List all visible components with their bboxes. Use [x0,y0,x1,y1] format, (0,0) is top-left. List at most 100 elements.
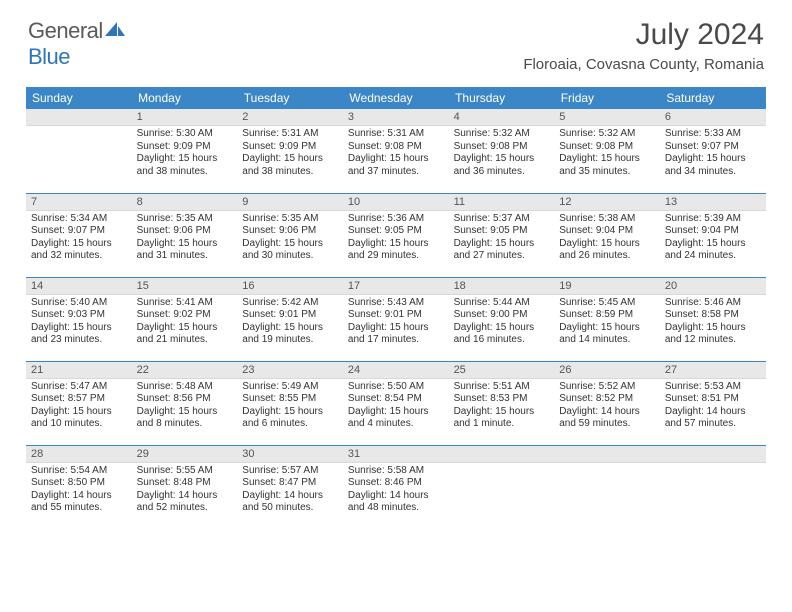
calendar-day-cell: 30Sunrise: 5:57 AMSunset: 8:47 PMDayligh… [237,445,343,529]
day-number: 20 [660,278,766,295]
sunset-text: Sunset: 8:59 PM [559,309,655,322]
sunset-text: Sunset: 9:05 PM [348,225,444,238]
sunrise-text: Sunrise: 5:32 AM [559,128,655,141]
daylight-text: Daylight: 15 hours and 26 minutes. [559,238,655,263]
daylight-text: Daylight: 15 hours and 17 minutes. [348,322,444,347]
sunrise-text: Sunrise: 5:45 AM [559,297,655,310]
day-number: 10 [343,194,449,211]
daylight-text: Daylight: 15 hours and 34 minutes. [665,153,761,178]
day-number: 5 [554,109,660,126]
calendar-body: 1Sunrise: 5:30 AMSunset: 9:09 PMDaylight… [26,109,766,529]
sunrise-text: Sunrise: 5:54 AM [31,465,127,478]
daylight-text: Daylight: 15 hours and 37 minutes. [348,153,444,178]
day-number: 30 [237,446,343,463]
day-number: 1 [132,109,238,126]
sunrise-text: Sunrise: 5:34 AM [31,213,127,226]
sunset-text: Sunset: 8:47 PM [242,477,338,490]
calendar-day-cell: 16Sunrise: 5:42 AMSunset: 9:01 PMDayligh… [237,277,343,361]
day-number: 21 [26,362,132,379]
calendar-day-cell: 29Sunrise: 5:55 AMSunset: 8:48 PMDayligh… [132,445,238,529]
daylight-text: Daylight: 15 hours and 38 minutes. [242,153,338,178]
day-number: 18 [449,278,555,295]
daylight-text: Daylight: 15 hours and 10 minutes. [31,406,127,431]
calendar-day-cell: 14Sunrise: 5:40 AMSunset: 9:03 PMDayligh… [26,277,132,361]
sunrise-text: Sunrise: 5:42 AM [242,297,338,310]
sunrise-text: Sunrise: 5:35 AM [137,213,233,226]
day-number: 4 [449,109,555,126]
sunset-text: Sunset: 9:04 PM [559,225,655,238]
day-number: 2 [237,109,343,126]
sunrise-text: Sunrise: 5:58 AM [348,465,444,478]
sunset-text: Sunset: 9:00 PM [454,309,550,322]
sunrise-text: Sunrise: 5:51 AM [454,381,550,394]
sunset-text: Sunset: 8:53 PM [454,393,550,406]
weekday-header: Wednesday [343,87,449,109]
calendar-day-cell: 23Sunrise: 5:49 AMSunset: 8:55 PMDayligh… [237,361,343,445]
daylight-text: Daylight: 14 hours and 57 minutes. [665,406,761,431]
sunset-text: Sunset: 9:08 PM [348,141,444,154]
day-details: Sunrise: 5:38 AMSunset: 9:04 PMDaylight:… [554,211,660,267]
sunset-text: Sunset: 9:06 PM [242,225,338,238]
day-details: Sunrise: 5:45 AMSunset: 8:59 PMDaylight:… [554,295,660,351]
calendar-day-cell: 27Sunrise: 5:53 AMSunset: 8:51 PMDayligh… [660,361,766,445]
calendar-day-cell: 25Sunrise: 5:51 AMSunset: 8:53 PMDayligh… [449,361,555,445]
sunrise-text: Sunrise: 5:44 AM [454,297,550,310]
sunrise-text: Sunrise: 5:41 AM [137,297,233,310]
day-number: 28 [26,446,132,463]
logo: GeneralBlue [28,18,125,70]
calendar-day-cell: 18 Sunrise: 5:44 AMSunset: 9:00 PMDayligh… [449,277,555,361]
calendar-day-cell: 1Sunrise: 5:30 AMSunset: 9:09 PMDaylight… [132,109,238,193]
sunset-text: Sunset: 9:08 PM [559,141,655,154]
logo-sail-icon [105,18,125,43]
day-number: 31 [343,446,449,463]
sunset-text: Sunset: 9:07 PM [31,225,127,238]
daylight-text: Daylight: 15 hours and 38 minutes. [137,153,233,178]
sunset-text: Sunset: 9:04 PM [665,225,761,238]
day-number: 22 [132,362,238,379]
day-number: 24 [343,362,449,379]
daylight-text: Daylight: 14 hours and 50 minutes. [242,490,338,515]
calendar-week-row: 1Sunrise: 5:30 AMSunset: 9:09 PMDaylight… [26,109,766,193]
sunset-text: Sunset: 8:50 PM [31,477,127,490]
sunrise-text: Sunrise: 5:55 AM [137,465,233,478]
sunrise-text: Sunrise: 5:47 AM [31,381,127,394]
calendar-week-row: 21Sunrise: 5:47 AMSunset: 8:57 PMDayligh… [26,361,766,445]
calendar-day-cell: 15Sunrise: 5:41 AMSunset: 9:02 PMDayligh… [132,277,238,361]
day-details: Sunrise: 5:52 AMSunset: 8:52 PMDaylight:… [554,379,660,435]
calendar-day-cell: 8Sunrise: 5:35 AMSunset: 9:06 PMDaylight… [132,193,238,277]
day-number: 12 [554,194,660,211]
calendar-day-cell: 11Sunrise: 5:37 AMSunset: 9:05 PMDayligh… [449,193,555,277]
daylight-text: Daylight: 15 hours and 31 minutes. [137,238,233,263]
day-number: 23 [237,362,343,379]
calendar-day-cell: 5Sunrise: 5:32 AMSunset: 9:08 PMDaylight… [554,109,660,193]
day-number: 15 [132,278,238,295]
daylight-text: Daylight: 15 hours and 27 minutes. [454,238,550,263]
sunrise-text: Sunrise: 5:52 AM [559,381,655,394]
day-details: Sunrise: 5:58 AMSunset: 8:46 PMDaylight:… [343,463,449,519]
calendar-day-cell: 21Sunrise: 5:47 AMSunset: 8:57 PMDayligh… [26,361,132,445]
sunrise-text: Sunrise: 5:40 AM [31,297,127,310]
day-details: Sunrise: 5:47 AMSunset: 8:57 PMDaylight:… [26,379,132,435]
sunrise-text: Sunrise: 5:33 AM [665,128,761,141]
calendar-day-cell: 2Sunrise: 5:31 AMSunset: 9:09 PMDaylight… [237,109,343,193]
daylight-text: Daylight: 15 hours and 30 minutes. [242,238,338,263]
daylight-text: Daylight: 15 hours and 32 minutes. [31,238,127,263]
calendar-day-cell: 10Sunrise: 5:36 AMSunset: 9:05 PMDayligh… [343,193,449,277]
calendar-day-cell: 12Sunrise: 5:38 AMSunset: 9:04 PMDayligh… [554,193,660,277]
day-details: Sunrise: 5:53 AMSunset: 8:51 PMDaylight:… [660,379,766,435]
daylight-text: Daylight: 15 hours and 16 minutes. [454,322,550,347]
day-number: 17 [343,278,449,295]
calendar-day-cell: 19Sunrise: 5:45 AMSunset: 8:59 PMDayligh… [554,277,660,361]
day-number: 26 [554,362,660,379]
calendar-week-row: 14Sunrise: 5:40 AMSunset: 9:03 PMDayligh… [26,277,766,361]
daylight-text: Daylight: 15 hours and 19 minutes. [242,322,338,347]
header: GeneralBlue July 2024 Floroaia, Covasna … [0,0,792,79]
calendar-day-cell: 7Sunrise: 5:34 AMSunset: 9:07 PMDaylight… [26,193,132,277]
day-details: Sunrise: 5:50 AMSunset: 8:54 PMDaylight:… [343,379,449,435]
sunrise-text: Sunrise: 5:31 AM [348,128,444,141]
day-details: Sunrise: 5:34 AMSunset: 9:07 PMDaylight:… [26,211,132,267]
weekday-header: Saturday [660,87,766,109]
daylight-text: Daylight: 15 hours and 8 minutes. [137,406,233,431]
weekday-header: Tuesday [237,87,343,109]
weekday-header: Thursday [449,87,555,109]
